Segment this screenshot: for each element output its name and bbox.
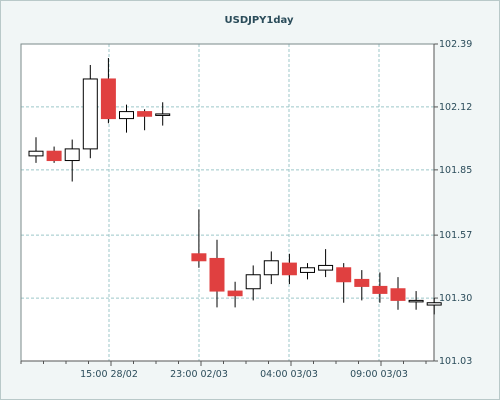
- candle-body-up: [426, 302, 442, 306]
- chart-title: USDJPY1day: [225, 15, 294, 26]
- candle: [227, 281, 243, 308]
- candle: [263, 251, 279, 285]
- candle-body-down: [372, 285, 388, 294]
- candle-body-up: [64, 148, 80, 162]
- y-tick-label: 102.39: [439, 39, 472, 50]
- candle: [318, 249, 334, 278]
- candle-body-down: [100, 78, 116, 120]
- candle-body-up: [119, 111, 134, 120]
- y-tick-label: 101.57: [439, 230, 472, 241]
- candle: [390, 277, 406, 310]
- candle: [137, 109, 153, 131]
- candle: [46, 146, 62, 163]
- candle-body-up: [245, 274, 261, 290]
- candle: [64, 139, 80, 182]
- candle-body-up: [318, 264, 334, 271]
- candle-body-up: [300, 267, 315, 273]
- y-tick-label: 102.12: [439, 102, 472, 113]
- candles: [28, 57, 442, 315]
- candle: [300, 263, 315, 280]
- candle: [191, 209, 207, 268]
- candle-body-down: [390, 288, 406, 301]
- candle: [28, 137, 44, 163]
- candle-body-down: [227, 290, 243, 297]
- y-tick-label: 101.85: [439, 165, 472, 176]
- candle-body-up: [263, 260, 279, 276]
- candle: [100, 57, 116, 124]
- candle: [155, 102, 171, 126]
- candle: [245, 265, 261, 301]
- candle: [209, 239, 225, 308]
- candle: [372, 272, 388, 303]
- candle-body-down: [281, 262, 297, 276]
- candle-body-down: [191, 253, 207, 262]
- candle-body-down: [137, 111, 153, 117]
- candle: [408, 291, 424, 310]
- x-tick-label: 15:00 28/02: [80, 369, 138, 380]
- candle: [281, 253, 297, 285]
- candle-body-down: [354, 278, 370, 287]
- x-tick-label: 23:00 02/03: [170, 369, 228, 380]
- tick-labels: 102.39 102.12 101.85 101.57 101.30 101.03 15:0…: [80, 39, 472, 380]
- candle-body-down: [46, 150, 62, 162]
- candle: [82, 64, 98, 159]
- candle: [354, 270, 370, 301]
- candle-body-up: [82, 78, 98, 150]
- x-tick-label: 04:00 03/03: [260, 369, 318, 380]
- candle-body-up: [155, 113, 171, 116]
- candle-body-down: [209, 257, 225, 292]
- x-tick-label: 09:00 03/03: [350, 369, 408, 380]
- candle-body-down: [336, 267, 352, 283]
- y-tick-label: 101.30: [439, 293, 472, 304]
- candle-body-up: [28, 150, 44, 157]
- candle: [426, 298, 442, 315]
- candle-body-up: [408, 299, 424, 303]
- y-tick-label: 101.03: [439, 356, 472, 367]
- candle: [119, 104, 134, 133]
- candle: [336, 263, 352, 303]
